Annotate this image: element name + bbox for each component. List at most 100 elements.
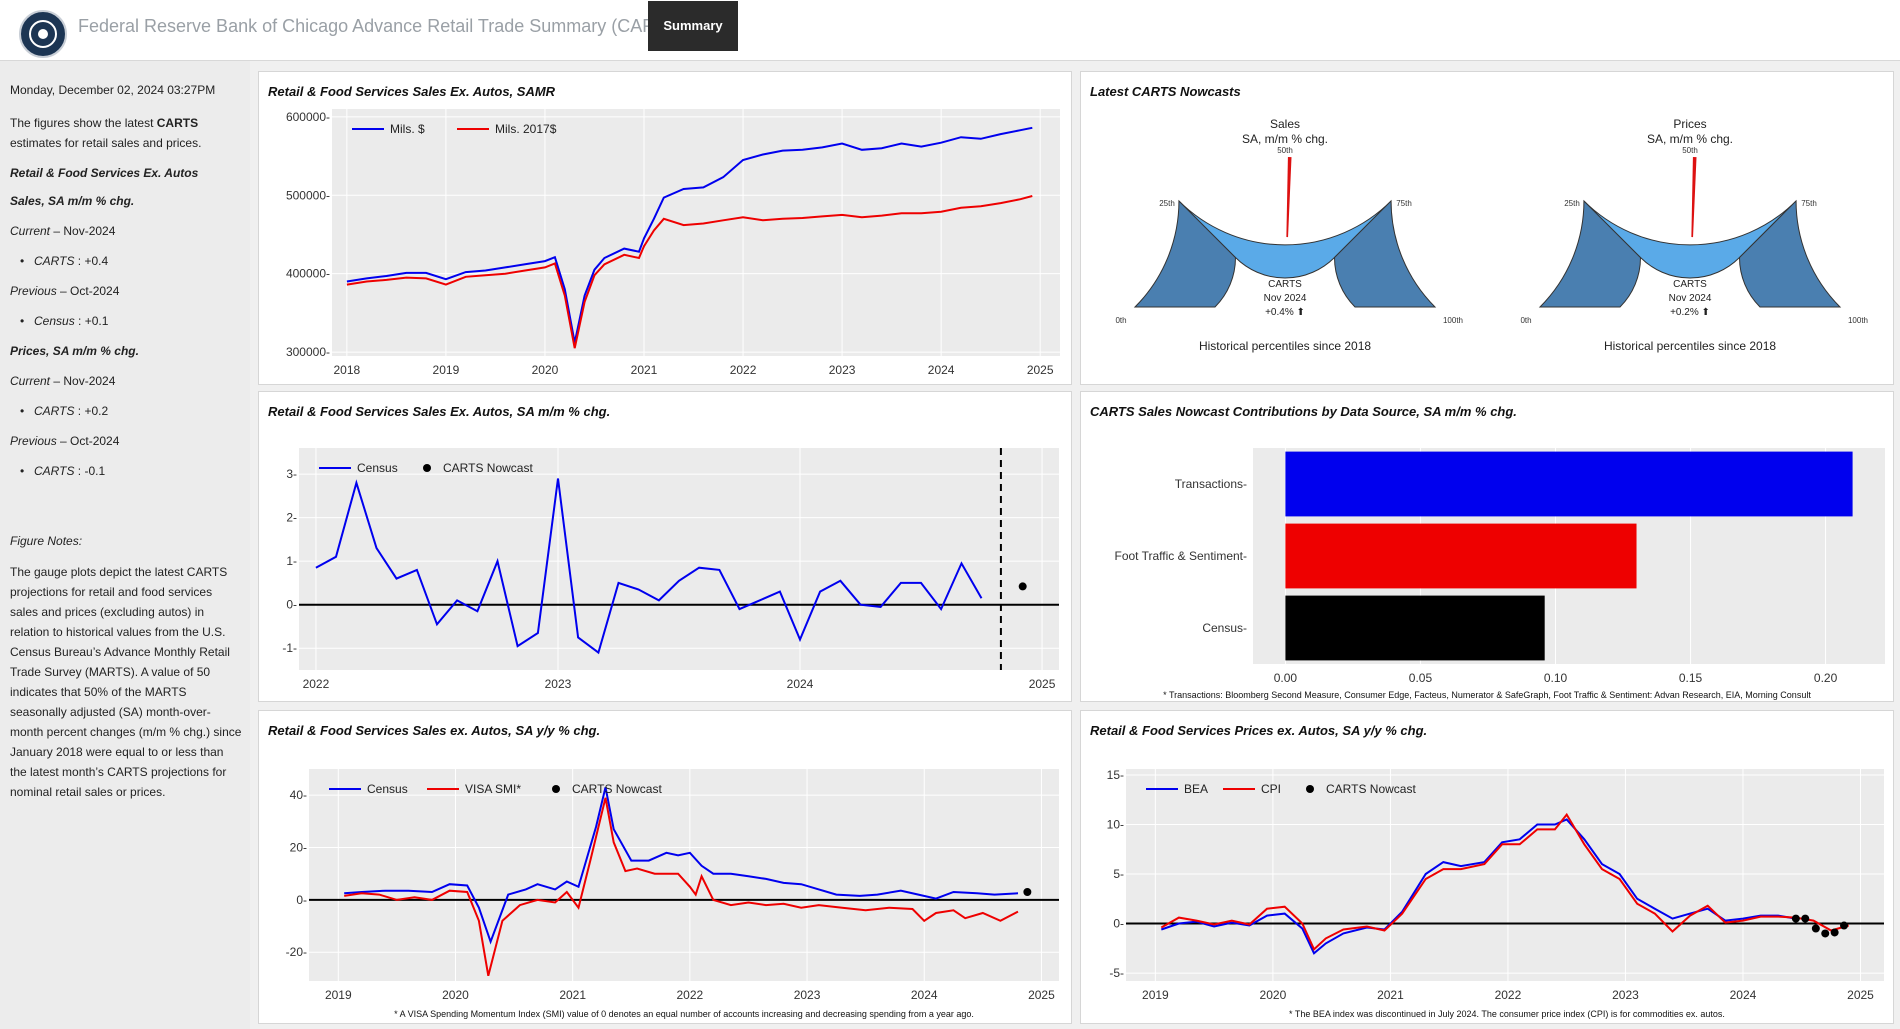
footnote: * The BEA index was discontinued in July… [1289,1009,1725,1019]
series-line-mils-2017- [346,195,1033,349]
x-tick-label: 2023 [829,363,856,377]
gauge-segment-high [1333,199,1437,308]
chart-sales-mom: 2022 2023 2024 2025 -1- 0- 1- 2- 3- Census CARTS N… [282,448,1059,691]
legend-swatch [552,785,560,793]
legend-label: CPI [1261,782,1281,796]
s2-previous-period: Previous – Oct-2024 [10,434,120,448]
plot-area [309,769,1059,981]
s2-previous-value: CARTS : -0.1 [20,461,234,481]
gauge-tick-label: 100th [1848,316,1868,325]
gauge-center-period: Nov 2024 [1669,293,1712,304]
y-tick-label: -1- [282,641,297,655]
section2-heading: Prices, SA m/m % chg. [10,344,139,358]
y-tick-label: 400000- [286,267,330,281]
y-tick-label: 10- [1107,817,1124,831]
bar-transactions [1285,451,1853,517]
s2-current-value: CARTS : +0.2 [20,401,234,421]
s2-current-period: Current – Nov-2024 [10,374,116,388]
nowcast-point [1801,914,1810,923]
legend-swatch [1306,785,1314,793]
bar-foot-traffic-sentiment [1285,523,1637,589]
gauge-needle [1286,157,1292,238]
gauge-tick-label: 0th [1520,316,1531,325]
panel-title: Retail & Food Services Sales ex. Autos, … [268,723,601,738]
gauge-title: Prices [1673,117,1706,131]
notes-heading: Figure Notes: [10,534,83,548]
x-tick-label: 2023 [1612,988,1639,1002]
series-line-census [344,787,1019,945]
y-tick-label: 0- [1113,917,1124,931]
gauge-tick-label: 75th [1801,199,1817,208]
nowcast-point [1840,921,1849,930]
nowcast-point [1830,928,1839,937]
nowcast-point [1018,582,1027,591]
top-bar: Federal Reserve Bank of Chicago Advance … [0,0,1900,61]
gauge-center-value: +0.2% ⬆ [1670,307,1710,318]
x-tick-label: 2019 [1142,988,1169,1002]
s1-current-value: CARTS : +0.4 [20,251,234,271]
series-line-cpi [1160,812,1849,951]
gauge-segment-high [1738,199,1842,308]
gauge-tick-label: 75th [1396,199,1412,208]
x-tick-label: 0.10 [1544,671,1568,685]
legend-label: CARTS Nowcast [572,782,662,796]
gauge-center-label: CARTS [1673,279,1707,290]
y-tick-label: -20- [286,945,307,959]
x-tick-label: 2023 [545,677,572,691]
panel-contributions: CARTS Sales Nowcast Contributions by Dat… [1080,391,1894,702]
gauge-tick-label: 0th [1115,316,1126,325]
gauge-segment-mid [1178,200,1392,279]
panel-title: Retail & Food Services Sales Ex. Autos, … [268,84,556,99]
panel-prices-yoy: Retail & Food Services Prices ex. Autos,… [1080,710,1894,1024]
x-tick-label: 2025 [1847,988,1874,1002]
y-tick-label: 600000- [286,110,330,124]
chart-sales-yoy: 2019 2020 2021 2022 2023 2024 2025 -20- 0- 20- 40-… [286,769,1059,1019]
y-tick-label: -5- [1109,966,1124,980]
gauge-caption: Historical percentiles since 2018 [1604,339,1776,353]
panel-sales-mom: Retail & Food Services Sales Ex. Autos, … [258,391,1072,702]
plot-area [1126,769,1884,981]
gauge-segment-mid [1583,200,1797,279]
gauge-subtitle: SA, m/m % chg. [1647,132,1733,146]
x-tick-label: 2019 [325,988,352,1002]
panel-nowcast-gauges: Latest CARTS Nowcasts Sales SA, m/m % chg… [1080,71,1894,385]
s1-previous-period: Previous – Oct-2024 [10,284,120,298]
fed-seal-logo [19,10,67,58]
x-tick-label: 2022 [303,677,330,691]
legend-label: CARTS Nowcast [443,461,533,475]
chart-prices-yoy: 2019 2020 2021 2022 2023 2024 2025 -5- 0- 5- 10- 15… [1107,768,1884,1019]
sidebar: Monday, December 02, 2024 03:27PM The fi… [0,61,250,1029]
chart-contributions: 0.00 0.05 0.10 0.15 0.20 Transactions- Foot Tr… [1115,448,1885,700]
x-tick-label: 0.20 [1814,671,1838,685]
nowcast-point [1023,888,1032,897]
legend-label: VISA SMI* [465,782,521,796]
x-tick-label: 2018 [334,363,361,377]
gauge-title: Sales [1270,117,1300,131]
tab-summary[interactable]: Summary [648,1,738,51]
y-tick-label: 1- [286,554,297,568]
y-tick-label: 0- [286,598,297,612]
panel-title: Latest CARTS Nowcasts [1090,84,1241,99]
legend-label: CARTS Nowcast [1326,782,1416,796]
y-tick-label: 0- [296,893,307,907]
x-tick-label: 2022 [1495,988,1522,1002]
gauge-needle [1691,157,1697,238]
y-tick-label: 20- [290,841,307,855]
plot-area [299,448,1059,670]
category-label: Foot Traffic & Sentiment- [1115,549,1248,563]
x-tick-label: 2022 [677,988,704,1002]
panel-sales-levels: Retail & Food Services Sales Ex. Autos, … [258,71,1072,385]
gauge-center-value: +0.4% ⬆ [1265,307,1305,318]
x-tick-label: 2020 [442,988,469,1002]
nowcast-point [1821,929,1830,938]
section1-heading-line1: Retail & Food Services Ex. Autos [10,166,199,180]
panel-title: Retail & Food Services Sales Ex. Autos, … [268,404,611,419]
panel-title: Retail & Food Services Prices ex. Autos,… [1090,723,1428,738]
x-tick-label: 2021 [631,363,658,377]
plot-area [332,109,1060,356]
s1-current-period: Current – Nov-2024 [10,224,116,238]
series-line-census [315,478,983,655]
legend-label: Mils. $ [390,122,425,136]
x-tick-label: 0.00 [1274,671,1298,685]
legend-label: Census [367,782,408,796]
